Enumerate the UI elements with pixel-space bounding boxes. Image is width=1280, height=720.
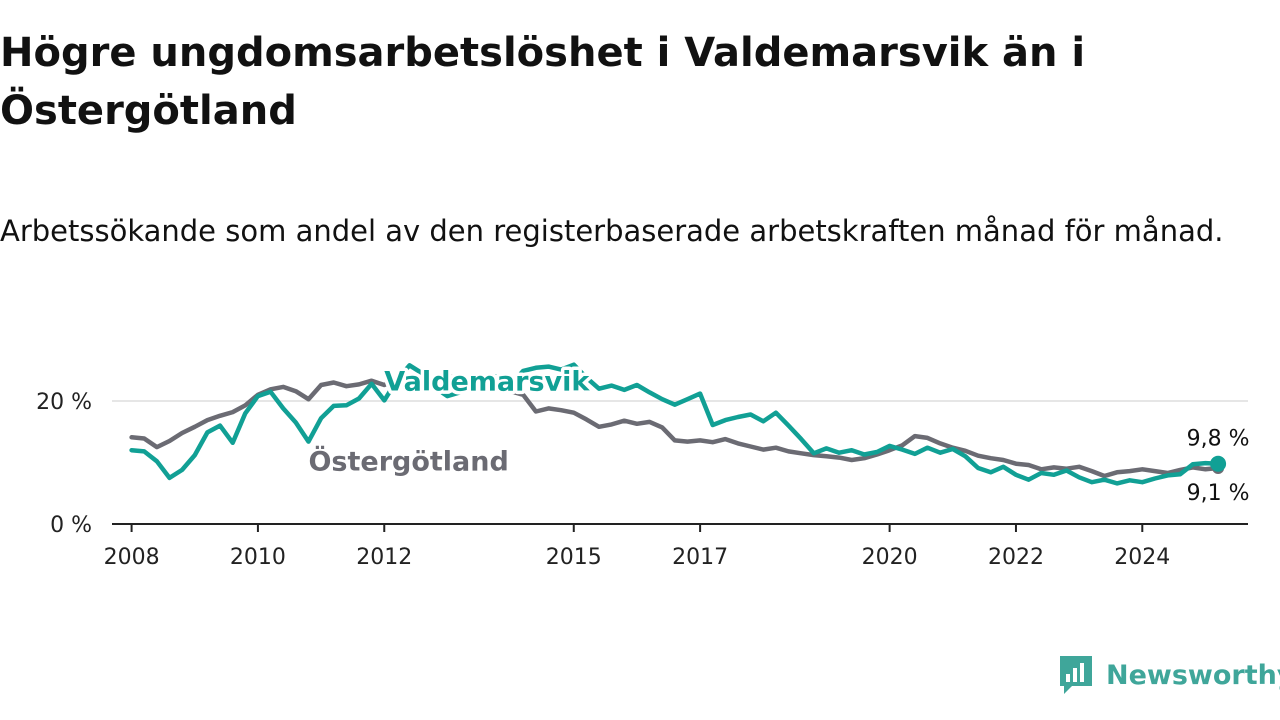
x-tick-label: 2015 [546,545,602,570]
series-line--sterg-tland [129,372,1221,479]
end-point [1210,455,1227,472]
x-tick-label: 2022 [988,545,1044,570]
end-value-label: 9,8 % [1187,427,1250,452]
brand: Newsworthy [1058,652,1280,698]
series-name-label: Valdemarsvik [384,367,590,398]
x-tick-label: 2008 [104,545,160,570]
x-tick-label: 2020 [862,545,918,570]
brand-name: Newsworthy [1106,659,1280,691]
y-axis-ticks: 0 % 20 % [36,390,92,538]
series-line-valdemarsvik [129,362,1221,486]
chart-title: Högre ungdomsarbetslöshet i Valdemarsvik… [0,30,1086,134]
x-tick-label: 2010 [230,545,286,570]
end-value-label: 9,1 % [1187,481,1250,506]
x-tick-label: 2012 [356,545,412,570]
series-lines [129,362,1227,486]
series-labels: Östergötland 9,1 % Valdemarsvik 9,8 % [305,363,1253,509]
x-tick-label: 2024 [1114,545,1170,570]
y-tick-label: 0 % [50,513,92,538]
newsworthy-logo-icon [1060,656,1092,694]
chart-subtitle: Arbetssökande som andel av den registerb… [0,214,1224,248]
line-chart: 0 % 20 % 2008 2010 2012 2015 2017 2020 2022 2024… [36,362,1253,570]
x-tick-label: 2017 [672,545,728,570]
x-axis-ticks: 2008 2010 2012 2015 2017 2020 2022 2024 [104,524,1170,570]
series-name-label: Östergötland [308,444,508,477]
y-tick-label: 20 % [36,390,92,415]
